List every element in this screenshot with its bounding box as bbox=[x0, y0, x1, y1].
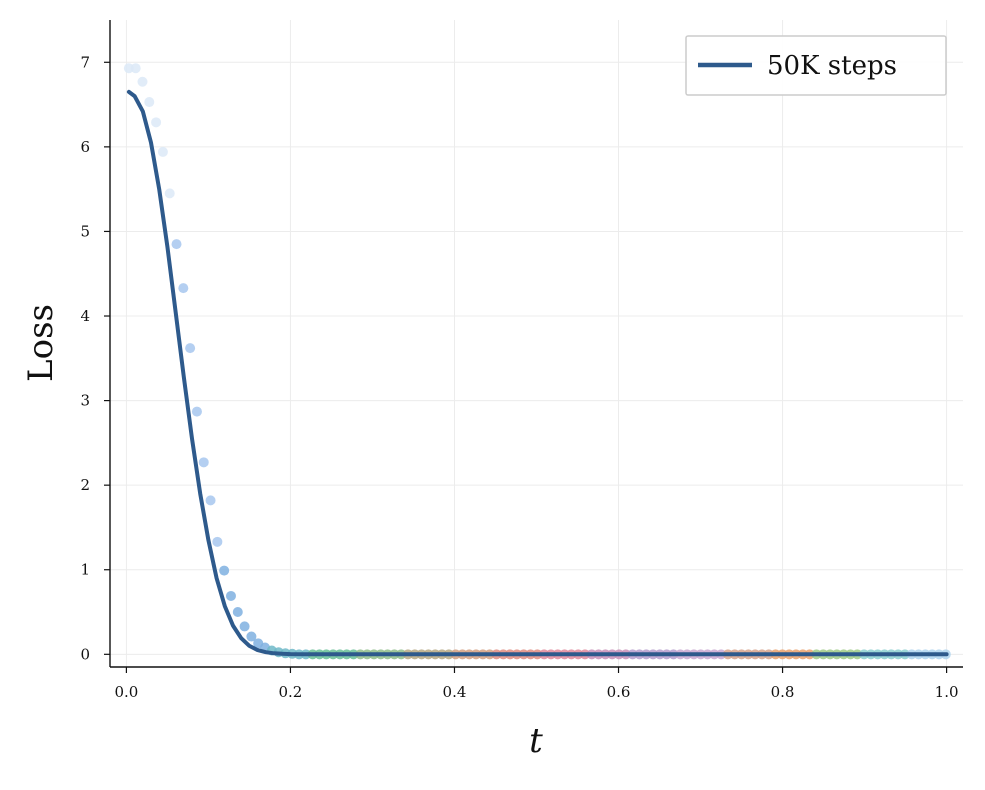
scatter-point bbox=[185, 343, 196, 354]
scatter-point bbox=[246, 631, 257, 642]
legend-label: 50K steps bbox=[767, 51, 897, 81]
scatter-point bbox=[178, 283, 189, 294]
x-ticks: 0.0 0.2 0.4 0.6 0.8 1.0 bbox=[114, 667, 959, 701]
x-axis-title: t bbox=[529, 721, 543, 761]
loss-curve bbox=[126, 89, 949, 657]
scatter-point bbox=[191, 406, 202, 417]
scatter-point bbox=[171, 239, 182, 250]
x-tick-label: 0.0 bbox=[114, 683, 138, 701]
x-tick-label: 0.8 bbox=[771, 683, 795, 701]
legend: 50K steps bbox=[685, 35, 947, 96]
y-tick-label: 6 bbox=[80, 138, 90, 156]
x-tick-label: 0.6 bbox=[607, 683, 631, 701]
scatter-point bbox=[239, 621, 250, 632]
scatter-point bbox=[198, 457, 209, 468]
y-tick-label: 5 bbox=[80, 222, 90, 240]
scatter-point bbox=[151, 117, 162, 128]
scatter-point bbox=[137, 76, 148, 87]
scatter-point bbox=[225, 590, 236, 601]
y-axis-title: Loss bbox=[21, 304, 61, 382]
scatter-point bbox=[232, 607, 243, 618]
scatter-point bbox=[130, 63, 141, 74]
y-tick-label: 4 bbox=[80, 307, 90, 325]
y-ticks: 0 1 2 3 4 5 6 7 bbox=[80, 53, 110, 663]
scatter-point bbox=[219, 565, 230, 576]
legend-box bbox=[685, 35, 947, 96]
grid-lines bbox=[110, 20, 963, 667]
axes bbox=[109, 20, 963, 668]
y-tick-label: 3 bbox=[80, 392, 90, 410]
y-tick-label: 7 bbox=[80, 53, 90, 71]
x-tick-label: 0.2 bbox=[279, 683, 303, 701]
y-tick-label: 1 bbox=[80, 561, 90, 579]
x-tick-label: 0.4 bbox=[443, 683, 467, 701]
y-tick-label: 2 bbox=[80, 476, 90, 494]
y-tick-label: 0 bbox=[80, 645, 90, 663]
scatter-point bbox=[144, 97, 155, 108]
scatter-point bbox=[164, 188, 175, 199]
x-tick-label: 1.0 bbox=[935, 683, 959, 701]
scatter-point bbox=[212, 536, 223, 547]
scatter-point bbox=[157, 146, 168, 157]
loss-curve-layer bbox=[126, 89, 949, 657]
scatter-point bbox=[205, 495, 216, 506]
